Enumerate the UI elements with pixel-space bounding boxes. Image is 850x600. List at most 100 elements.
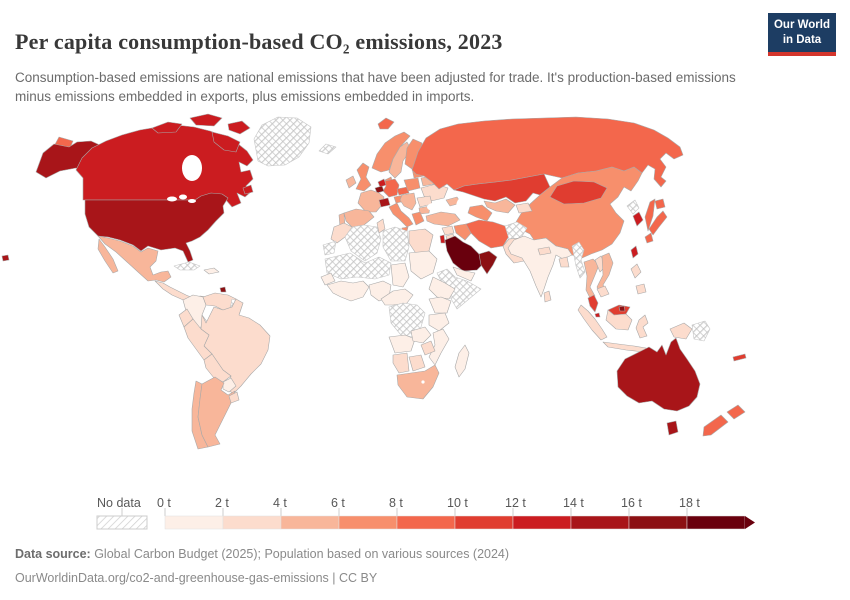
country-united-states-hawaii[interactable] <box>1 254 10 262</box>
country-united-kingdom[interactable] <box>355 162 372 192</box>
country-thailand[interactable] <box>583 258 600 301</box>
country-bangladesh[interactable] <box>558 256 570 268</box>
country-western-sahara[interactable] <box>322 240 337 256</box>
country-tanzania[interactable] <box>428 312 450 332</box>
country-nepal[interactable] <box>537 246 552 256</box>
country-russia[interactable] <box>411 116 684 191</box>
country-kazakhstan[interactable] <box>453 173 551 204</box>
country-madagascar[interactable] <box>454 344 470 378</box>
legend-bin-5[interactable] <box>454 515 514 530</box>
country-uruguay[interactable] <box>228 391 240 404</box>
country-sahara-states[interactable] <box>324 252 392 280</box>
country-belgium[interactable] <box>374 185 385 194</box>
country-botswana[interactable] <box>408 354 426 372</box>
country-south-africa[interactable] <box>396 364 440 400</box>
country-germany[interactable] <box>382 178 400 198</box>
owid-logo[interactable]: Our World in Data <box>768 13 836 56</box>
country-cameroon-car[interactable] <box>380 288 414 306</box>
country-switzerland[interactable] <box>378 197 391 208</box>
country-canada-island-1[interactable] <box>151 121 183 134</box>
country-tunisia[interactable] <box>376 218 386 234</box>
country-indonesia-java[interactable] <box>602 341 647 353</box>
country-indonesia-kalimantan[interactable] <box>605 309 633 331</box>
country-turkey[interactable] <box>425 211 461 227</box>
country-india[interactable] <box>507 235 573 298</box>
country-north-korea[interactable] <box>626 199 640 215</box>
country-south-korea[interactable] <box>632 211 644 227</box>
legend-no-data-swatch[interactable] <box>96 515 148 530</box>
country-canada-island-2[interactable] <box>189 113 223 127</box>
country-philippines-mindanao[interactable] <box>635 283 647 295</box>
legend-bin-7[interactable] <box>570 515 630 530</box>
country-russia-sakhalin[interactable] <box>644 198 656 232</box>
country-cuba[interactable] <box>173 261 201 271</box>
country-namibia[interactable] <box>392 352 410 374</box>
country-mongolia[interactable] <box>549 180 608 205</box>
country-philippines-luzon[interactable] <box>630 263 642 279</box>
legend-bin-1[interactable] <box>222 515 282 530</box>
country-argentina[interactable] <box>197 376 236 448</box>
country-netherlands[interactable] <box>377 178 387 188</box>
country-senegal[interactable] <box>320 272 336 286</box>
country-taiwan[interactable] <box>630 245 639 259</box>
country-australia-tasmania[interactable] <box>666 420 679 436</box>
country-hispaniola[interactable] <box>203 267 220 275</box>
legend-bin-3[interactable] <box>338 515 398 530</box>
country-kyrgyz-tajik[interactable] <box>515 202 533 214</box>
citation-link[interactable]: OurWorldinData.org/co2-and-greenhouse-ga… <box>15 571 378 585</box>
country-indonesia-sumatra[interactable] <box>577 304 608 341</box>
country-ireland[interactable] <box>345 175 357 189</box>
country-canada-island-3[interactable] <box>227 120 251 135</box>
country-japan-hokkaido[interactable] <box>654 198 666 210</box>
country-japan-honshu[interactable] <box>648 210 668 236</box>
country-united-states[interactable] <box>84 192 229 263</box>
country-dr-congo[interactable] <box>388 302 426 338</box>
country-indonesia-sulawesi[interactable] <box>635 314 649 339</box>
country-ethiopia[interactable] <box>428 276 456 300</box>
country-new-zealand-south[interactable] <box>702 414 729 437</box>
country-afghanistan[interactable] <box>504 221 528 240</box>
country-spain[interactable] <box>343 208 375 228</box>
country-canada-baffin[interactable] <box>211 131 241 153</box>
country-zambia[interactable] <box>410 326 432 344</box>
country-svalbard[interactable] <box>318 143 337 155</box>
legend-bin-2[interactable] <box>280 515 340 530</box>
country-paraguay[interactable] <box>222 377 237 393</box>
country-west-africa[interactable] <box>326 280 370 302</box>
country-yemen[interactable] <box>452 266 476 282</box>
country-mozambique[interactable] <box>428 328 450 366</box>
country-zimbabwe[interactable] <box>420 340 436 356</box>
country-canada[interactable] <box>75 124 254 208</box>
country-indonesia-west-papua[interactable] <box>669 322 693 340</box>
country-angola[interactable] <box>388 334 416 354</box>
country-mexico[interactable] <box>97 235 172 283</box>
country-iran[interactable] <box>465 219 510 249</box>
country-poland[interactable] <box>403 177 421 192</box>
country-greece[interactable] <box>411 211 425 226</box>
country-cambodia[interactable] <box>596 285 610 298</box>
legend-bin-6[interactable] <box>512 515 572 530</box>
country-hungary-balkans[interactable] <box>399 192 417 211</box>
country-myanmar[interactable] <box>571 241 586 279</box>
country-singapore[interactable] <box>594 312 601 318</box>
country-malaysia[interactable] <box>587 294 599 313</box>
country-trinidad[interactable] <box>219 286 227 293</box>
country-iraq[interactable] <box>453 223 473 241</box>
country-uganda-kenya[interactable] <box>428 296 452 314</box>
country-brunei[interactable] <box>618 305 626 312</box>
country-new-zealand-north[interactable] <box>726 404 746 420</box>
country-norway[interactable] <box>371 131 411 173</box>
country-czechia[interactable] <box>396 186 410 196</box>
country-israel[interactable] <box>439 234 446 244</box>
legend-bin-0[interactable] <box>164 515 224 530</box>
country-oman-uae[interactable] <box>478 250 498 275</box>
country-iceland[interactable] <box>377 117 395 130</box>
legend-bin-4[interactable] <box>396 515 456 530</box>
legend-bin-8[interactable] <box>628 515 688 530</box>
country-papua-new-guinea[interactable] <box>691 320 711 342</box>
country-chad[interactable] <box>390 262 410 288</box>
country-uzbekistan[interactable] <box>483 198 516 214</box>
country-libya[interactable] <box>382 226 410 262</box>
country-sudan[interactable] <box>408 250 438 280</box>
country-japan-kyushu[interactable] <box>644 232 654 244</box>
